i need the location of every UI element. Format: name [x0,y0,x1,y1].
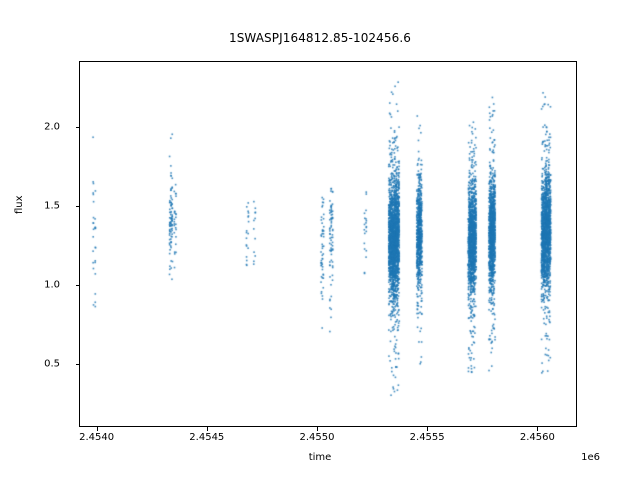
x-axis-label: time [308,452,332,463]
x-axis-tick-mark [537,427,539,431]
plot-axes-area [79,61,577,427]
x-axis-tick-mark [316,427,318,431]
scatter-plot-canvas [80,62,576,426]
y-axis-tick-label: 1.0 [44,279,60,291]
x-axis-tick-label: 2.4545 [189,432,225,443]
x-axis-tick-mark [427,427,429,431]
x-axis-tick-label: 2.4560 [519,432,555,443]
y-axis-tick-mark [75,127,79,129]
y-axis-tick-label: 2.0 [44,121,60,133]
x-axis-tick-mark [206,427,208,431]
page-title: 1SWASPJ164812.85-102456.6 [228,31,412,45]
x-axis-tick-label: 2.4540 [79,432,115,443]
x-axis-tick-mark [96,427,98,431]
y-axis-label: flux [14,195,25,214]
y-axis-tick-label: 0.5 [44,358,60,370]
x-axis-tick-label: 2.4550 [299,432,335,443]
y-axis-tick-mark [75,206,79,208]
y-axis-tick-mark [75,363,79,365]
y-axis-tick-mark [75,285,79,287]
x-axis-tick-label: 2.4555 [409,432,445,443]
y-axis-tick-label: 1.5 [44,200,60,212]
x-axis-offset-multiplier: 1e6 [581,452,600,463]
